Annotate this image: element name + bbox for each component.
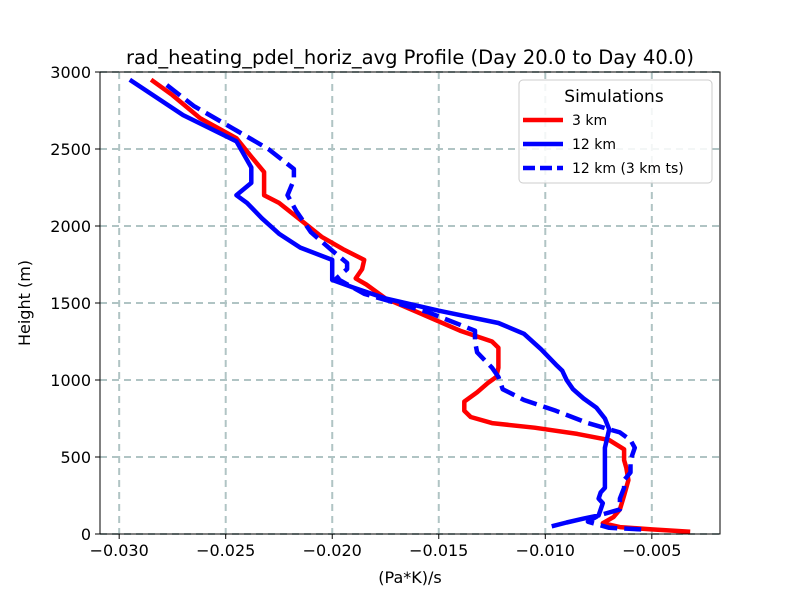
legend-label: 12 km	[572, 137, 616, 153]
axis-ticks: −0.030 −0.025 −0.020 −0.015 −0.010 −0.005 0 500…	[50, 63, 681, 560]
y-tick-label: 2000	[50, 217, 91, 236]
y-tick-label: 2500	[50, 140, 91, 159]
x-tick-label: −0.010	[516, 541, 575, 560]
y-axis-label: Height (m)	[15, 260, 34, 346]
y-tick-label: 3000	[50, 63, 91, 82]
x-tick-label: −0.015	[409, 541, 468, 560]
x-axis-label: (Pa*K)/s	[378, 568, 441, 587]
legend: Simulations 3 km 12 km 12 km (3 km ts)	[518, 79, 713, 184]
y-tick-label: 1000	[50, 371, 91, 390]
legend-box	[518, 79, 713, 184]
y-tick-label: 500	[60, 448, 91, 467]
legend-label: 12 km (3 km ts)	[572, 161, 684, 177]
series-line-12-km-3-km-ts-	[160, 79, 642, 532]
legend-entries: 3 km 12 km 12 km (3 km ts)	[523, 113, 684, 177]
series-line-12-km	[128, 77, 612, 529]
y-tick-label: 1500	[50, 294, 91, 313]
x-tick-label: −0.005	[622, 541, 681, 560]
legend-label: 3 km	[572, 113, 607, 129]
chart-title: rad_heating_pdel_horiz_avg Profile (Day …	[126, 46, 694, 69]
x-tick-label: −0.020	[303, 541, 362, 560]
x-tick-label: −0.025	[196, 541, 255, 560]
series-group	[128, 77, 691, 534]
legend-title: Simulations	[564, 87, 664, 107]
x-tick-label: −0.030	[90, 541, 149, 560]
y-tick-label: 0	[81, 525, 91, 544]
